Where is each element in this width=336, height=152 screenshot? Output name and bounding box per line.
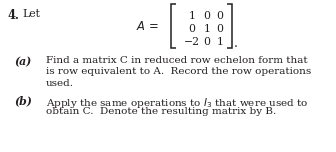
Text: (a): (a) bbox=[14, 56, 31, 67]
Text: 4.: 4. bbox=[8, 9, 20, 22]
Text: 0: 0 bbox=[188, 24, 196, 34]
Text: 0: 0 bbox=[216, 24, 223, 34]
Text: −2: −2 bbox=[184, 37, 200, 47]
Text: obtain C.  Denote the resulting matrix by B.: obtain C. Denote the resulting matrix by… bbox=[46, 107, 276, 116]
Text: (b): (b) bbox=[14, 95, 32, 107]
Text: 1: 1 bbox=[216, 37, 223, 47]
Text: 1: 1 bbox=[204, 24, 210, 34]
Text: Let: Let bbox=[22, 9, 40, 19]
Text: is row equivalent to A.  Record the row operations: is row equivalent to A. Record the row o… bbox=[46, 67, 311, 76]
Text: .: . bbox=[234, 37, 238, 50]
Text: 0: 0 bbox=[204, 11, 210, 21]
Text: 1: 1 bbox=[188, 11, 196, 21]
Text: Find a matrix C in reduced row echelon form that: Find a matrix C in reduced row echelon f… bbox=[46, 56, 308, 65]
Text: Apply the same operations to $I_3$ that were used to: Apply the same operations to $I_3$ that … bbox=[46, 95, 308, 109]
Text: used.: used. bbox=[46, 79, 74, 88]
Text: $A\,=$: $A\,=$ bbox=[136, 20, 159, 33]
Text: 0: 0 bbox=[216, 11, 223, 21]
Text: 0: 0 bbox=[204, 37, 210, 47]
